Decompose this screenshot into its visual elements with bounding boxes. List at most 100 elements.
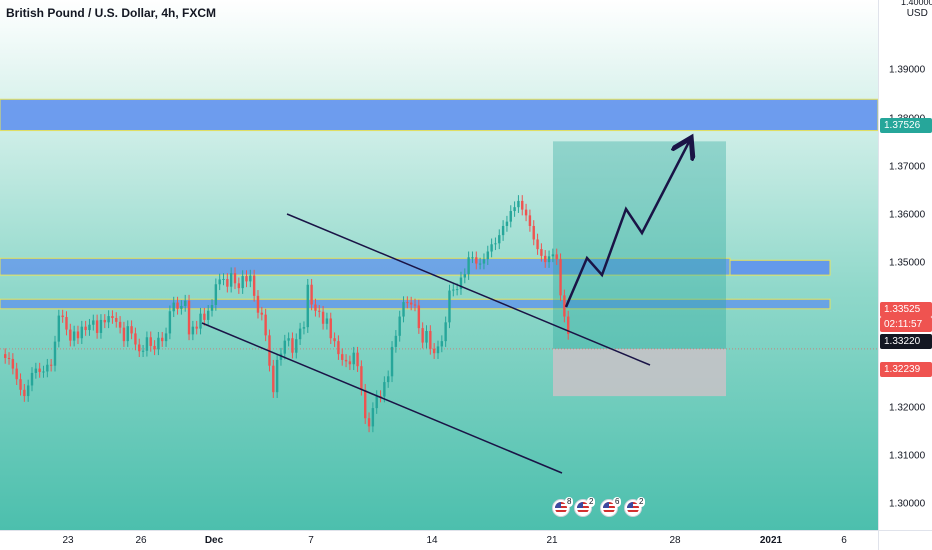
candle-up	[172, 302, 175, 312]
candle-down	[49, 364, 53, 366]
candle-down	[348, 361, 352, 365]
candle-up	[494, 243, 497, 245]
candle-up	[191, 326, 195, 335]
candle-down	[134, 333, 137, 345]
event-count: 8	[565, 497, 574, 507]
candle-down	[521, 200, 524, 210]
candle-down	[153, 345, 156, 350]
candle-down	[524, 209, 528, 216]
price-chart[interactable]	[0, 0, 878, 530]
time-tick-label: 7	[308, 535, 314, 546]
candle-up	[275, 359, 279, 393]
candle-up	[490, 244, 493, 252]
economic-event-icon[interactable]: 6	[600, 497, 622, 517]
candle-down	[23, 389, 26, 397]
candle-down	[567, 316, 570, 334]
candle-up	[436, 346, 440, 354]
candle-up	[249, 275, 252, 282]
candle-up	[325, 318, 329, 324]
candle-up	[184, 300, 187, 306]
price-axis[interactable]: 1.40000 USD 1.390001.380001.370001.36000…	[878, 0, 932, 530]
candle-down	[161, 337, 164, 342]
price-tick-label: 1.32000	[889, 402, 926, 414]
candle-up	[486, 251, 489, 260]
candle-down	[417, 305, 421, 329]
candle-up	[444, 322, 447, 342]
channel-lower-trendline[interactable]	[201, 322, 563, 474]
position-target-zone[interactable]	[553, 141, 726, 349]
time-tick-label: 14	[426, 535, 438, 546]
candle-up	[390, 346, 394, 377]
price-tick-label: 1.36000	[889, 209, 926, 221]
candle-up	[298, 328, 302, 340]
candle-up	[57, 315, 61, 342]
candle-up	[375, 396, 378, 409]
economic-event-icon[interactable]: 8	[552, 497, 574, 517]
candle-down	[413, 304, 417, 306]
candle-down	[61, 315, 64, 318]
candle-down	[528, 215, 532, 226]
candle-down	[356, 352, 359, 367]
time-axis[interactable]: 23 26 Dec 7 14 21 28 2021 6	[0, 530, 878, 550]
candle-up	[210, 304, 214, 311]
candle-up	[287, 338, 290, 341]
candle-down	[245, 276, 248, 282]
candle-down	[341, 354, 344, 360]
price-tick-label: 1.39000	[889, 64, 926, 76]
candle-up	[107, 316, 110, 323]
time-tick-label: 28	[669, 535, 681, 546]
candle-down	[432, 348, 436, 354]
candle-up	[482, 259, 486, 264]
candle-down	[95, 320, 99, 333]
candle-down	[314, 304, 317, 311]
position-stop-zone[interactable]	[553, 348, 726, 397]
candle-down	[563, 295, 566, 317]
event-count: 2	[587, 497, 596, 507]
candle-down	[475, 257, 478, 264]
time-tick-label: 21	[546, 535, 558, 546]
projection-arrow[interactable]	[564, 140, 690, 308]
candle-up	[199, 313, 202, 329]
candle-down	[187, 300, 191, 335]
candle-up	[387, 376, 390, 383]
candle-down	[329, 318, 332, 339]
candle-up	[164, 333, 168, 342]
candle-down	[149, 337, 152, 346]
drawings-layer[interactable]	[201, 140, 690, 474]
candle-up	[99, 319, 103, 333]
us-flag-icon	[603, 502, 615, 514]
candle-up	[352, 352, 355, 365]
candle-up	[371, 408, 375, 427]
candle-down	[333, 338, 336, 342]
resistance-zone-extension[interactable]	[729, 259, 831, 276]
price-tag: 02:11:57	[880, 317, 932, 332]
candle-down	[19, 379, 22, 390]
time-tick-label: 6	[841, 535, 847, 546]
us-flag-icon	[577, 502, 589, 514]
candle-down	[532, 225, 535, 240]
economic-event-icon[interactable]: 2	[624, 497, 646, 517]
price-tick-label: 1.37000	[889, 161, 926, 173]
resistance-zone[interactable]	[0, 98, 878, 132]
time-tick-label: 26	[135, 535, 147, 546]
candle-down	[360, 366, 363, 390]
price-tag: 1.33525	[880, 302, 932, 317]
candle-up	[141, 350, 145, 352]
candle-up	[26, 385, 30, 397]
candle-down	[176, 302, 179, 309]
position-tool[interactable]	[0, 141, 878, 397]
candle-down	[7, 357, 11, 359]
candle-down	[4, 354, 7, 358]
economic-event-icon[interactable]: 2	[574, 497, 596, 517]
candles-layer	[4, 195, 570, 433]
candle-down	[318, 310, 321, 312]
candle-up	[241, 276, 244, 289]
candle-up	[88, 324, 91, 331]
candle-down	[38, 368, 41, 372]
candle-down	[310, 284, 313, 305]
event-count: 2	[637, 497, 646, 507]
candle-down	[321, 311, 325, 324]
candle-down	[118, 321, 122, 328]
channel-upper-trendline[interactable]	[286, 213, 651, 366]
